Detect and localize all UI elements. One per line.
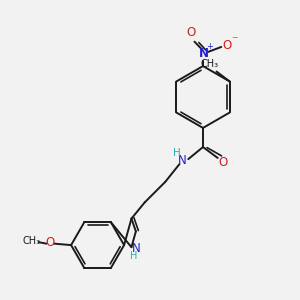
Text: +: + [207, 42, 214, 51]
Text: O: O [223, 39, 232, 52]
Text: N: N [199, 47, 208, 60]
Text: O: O [45, 236, 55, 249]
Text: N: N [178, 154, 187, 167]
Text: H: H [172, 148, 180, 158]
Text: H: H [130, 251, 137, 261]
Text: CH₃: CH₃ [22, 236, 41, 246]
Text: ⁻: ⁻ [231, 34, 238, 47]
Text: O: O [186, 26, 196, 39]
Text: CH₃: CH₃ [201, 59, 219, 69]
Text: N: N [132, 242, 141, 255]
Text: O: O [218, 157, 227, 169]
